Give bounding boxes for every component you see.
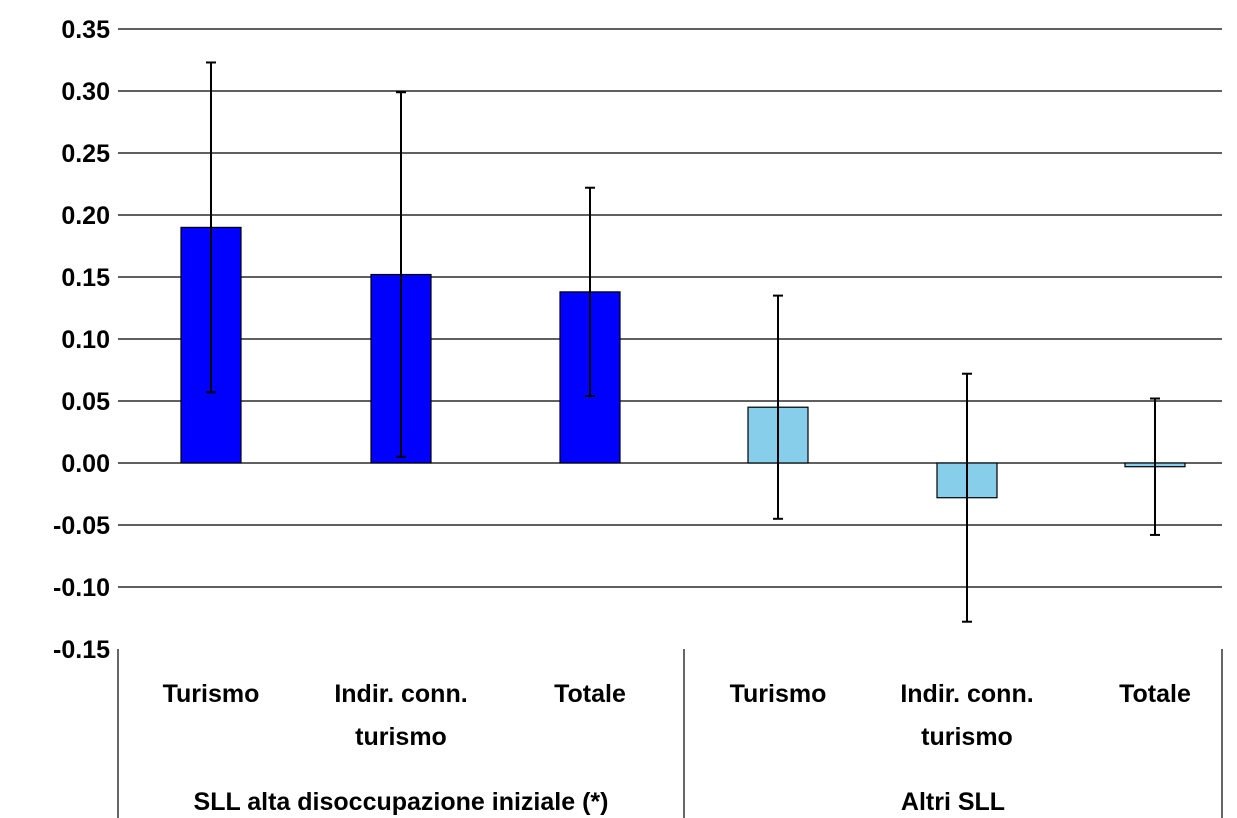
bars xyxy=(181,227,1185,497)
category-label: turismo xyxy=(355,723,447,751)
y-tick-label: -0.05 xyxy=(53,512,110,540)
grid-lines xyxy=(118,29,1222,587)
category-label: Turismo xyxy=(730,680,827,708)
y-tick-label: -0.10 xyxy=(53,574,110,602)
category-label: Totale xyxy=(1119,680,1191,708)
y-tick-label: 0.25 xyxy=(61,140,110,168)
y-tick-label: -0.15 xyxy=(53,636,110,664)
error-bars xyxy=(206,62,1160,621)
category-label: Indir. conn. xyxy=(334,680,467,708)
group-label: SLL alta disoccupazione iniziale (*) xyxy=(194,788,609,816)
group-label: Altri SLL xyxy=(901,788,1005,816)
y-tick-label: 0.00 xyxy=(61,450,110,478)
y-tick-label: 0.30 xyxy=(61,78,110,106)
category-label: Totale xyxy=(554,680,626,708)
y-tick-label: 0.15 xyxy=(61,264,110,292)
y-axis-tick-labels: 0.35 0.30 0.25 0.20 0.15 0.10 0.05 0.00 -0.05 -0.… xyxy=(53,16,110,664)
y-tick-label: 0.05 xyxy=(61,388,110,416)
category-label: Indir. conn. xyxy=(900,680,1033,708)
category-label: turismo xyxy=(921,723,1013,751)
category-table: Turismo Indir. conn. turismo Totale SLL alta… xyxy=(118,649,1222,818)
y-tick-label: 0.35 xyxy=(61,16,110,44)
y-tick-label: 0.10 xyxy=(61,326,110,354)
category-label: Turismo xyxy=(163,680,260,708)
y-tick-label: 0.20 xyxy=(61,202,110,230)
